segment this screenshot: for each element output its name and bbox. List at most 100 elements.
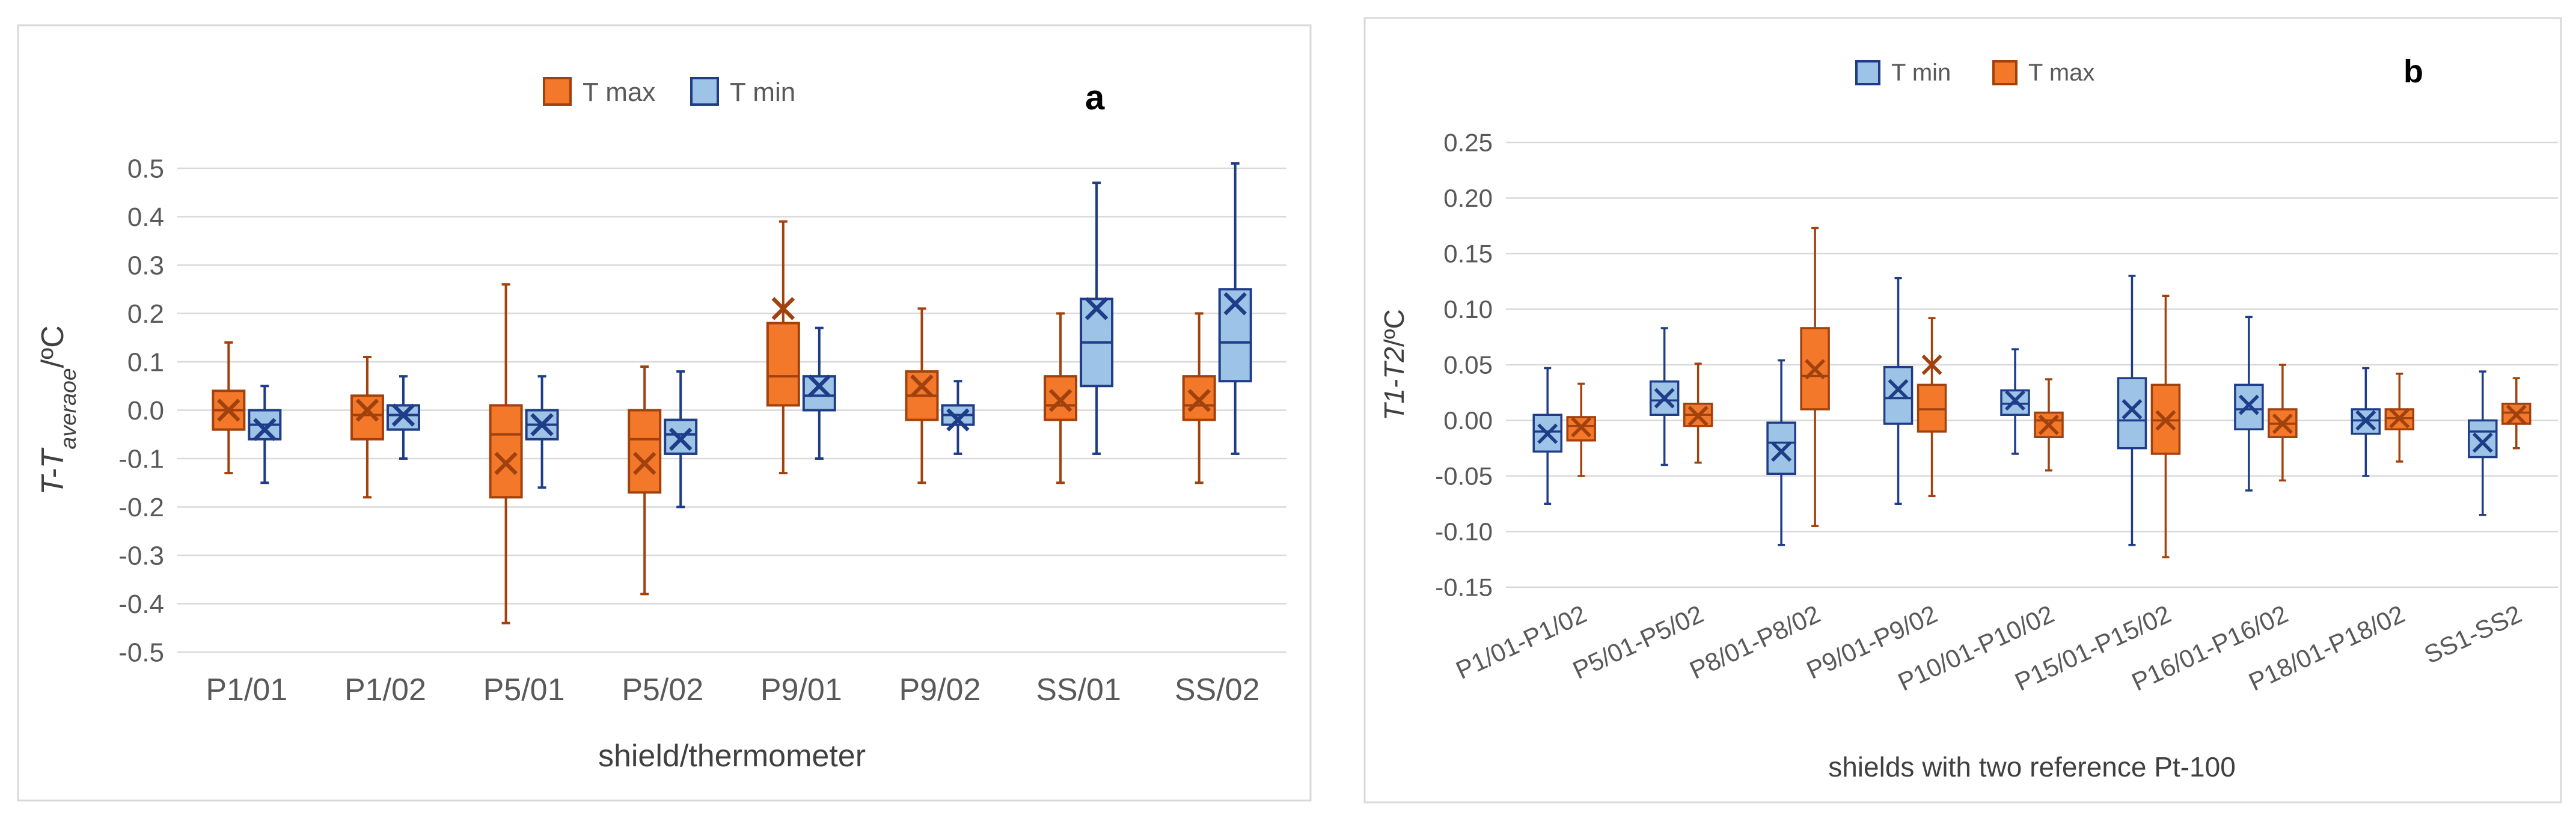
box-body <box>386 404 420 431</box>
y-tick-label: 0.1 <box>127 347 164 377</box>
y-tick-label: 0.2 <box>127 299 164 329</box>
box-t-min <box>1766 359 1796 546</box>
box-body <box>1766 421 1796 475</box>
panel-label: b <box>2403 53 2423 90</box>
mean-marker <box>355 398 379 422</box>
panel-label: a <box>1085 78 1105 117</box>
mean-marker <box>1187 389 1211 412</box>
mean-marker <box>2389 407 2410 429</box>
mean-marker <box>1888 379 1909 400</box>
mean-marker <box>253 418 277 441</box>
y-tick-label: 0.20 <box>1443 184 1493 212</box>
x-tick-label: SS1-SS2 <box>2420 600 2526 670</box>
box-body <box>766 322 800 407</box>
box-t-max <box>1566 382 1596 477</box>
box-body <box>1917 383 1947 433</box>
mean-marker <box>2355 410 2376 431</box>
box-t-min <box>2351 367 2381 477</box>
box-t-min <box>1532 367 1562 505</box>
box-t-min <box>525 375 559 489</box>
mean-marker <box>1085 297 1109 320</box>
box-t-max <box>489 283 523 624</box>
y-tick-label: -0.2 <box>118 493 164 522</box>
mean-marker <box>1771 441 1792 462</box>
legend-label: T min <box>730 78 795 107</box>
x-axis-title: shields with two reference Pt-100 <box>1828 751 2236 783</box>
box-t-min <box>2000 348 2030 455</box>
legend-swatch <box>1855 60 1880 85</box>
box-t-max <box>1182 312 1216 484</box>
mean-marker <box>1537 423 1558 444</box>
mean-marker <box>1571 417 1592 438</box>
y-tick-label: -0.1 <box>118 444 164 474</box>
legend-label: T max <box>2028 60 2094 86</box>
box-t-max <box>766 220 800 475</box>
box-body <box>489 404 523 499</box>
mean-marker <box>2155 410 2176 431</box>
box-plot-b: -0.15 -0.10 -0.05 0.00 0.05 0.10 0.15 0.20 0.25 P… <box>1363 17 2562 804</box>
y-tick-label: -0.4 <box>118 590 164 619</box>
chart-panel-a: -0.5 -0.4 -0.3 -0.2 -0.1 0.0 0.1 0.2 0.3 0.4 0.5 P1… <box>17 24 1312 802</box>
y-tick-label: -0.15 <box>1435 573 1493 602</box>
x-tick-label: P5/01 <box>483 673 565 707</box>
box-body <box>628 409 662 494</box>
mean-marker <box>910 374 934 398</box>
box-t-max <box>2034 378 2064 472</box>
x-tick-label: SS/02 <box>1175 673 1260 707</box>
box-t-min <box>1080 182 1114 455</box>
mean-marker <box>2238 394 2259 415</box>
chart-panel-b: -0.15 -0.10 -0.05 0.00 0.05 0.10 0.15 0.20 0.25 P… <box>1359 0 2576 830</box>
box-body <box>350 394 384 441</box>
x-tick-label: P9/02 <box>899 673 981 707</box>
mean-marker <box>217 398 240 422</box>
x-tick-label: P5/01-P5/02 <box>1568 600 1708 685</box>
box-t-max <box>350 355 384 499</box>
box-t-max <box>2150 294 2181 558</box>
box-t-max <box>212 341 246 475</box>
y-tick-label: 0.05 <box>1443 351 1493 379</box>
box-t-min <box>386 375 420 460</box>
box-t-max <box>2268 364 2298 482</box>
x-tick-label: P9/01 <box>760 673 842 707</box>
legend-swatch <box>543 77 572 106</box>
mean-marker <box>2272 413 2293 435</box>
y-tick-label: -0.3 <box>118 541 164 570</box>
y-tick-label: 0.15 <box>1443 240 1493 268</box>
y-tick-label: -0.05 <box>1435 462 1493 490</box>
box-plot-a: -0.5 -0.4 -0.3 -0.2 -0.1 0.0 0.1 0.2 0.3 0.4 0.5 P1… <box>17 24 1312 802</box>
mean-marker <box>1048 389 1072 412</box>
y-tick-label: 0.3 <box>127 251 164 280</box>
box-t-max <box>1044 312 1078 484</box>
box-t-max <box>1683 362 1713 464</box>
mean-marker <box>807 374 831 398</box>
box-t-min <box>2468 370 2498 516</box>
box-t-max <box>2501 377 2532 450</box>
box-body <box>1800 327 1830 410</box>
mean-marker <box>2506 404 2527 426</box>
legend-label: T max <box>583 78 655 107</box>
y-tick-label: 0.00 <box>1443 406 1493 435</box>
mean-marker <box>2122 399 2143 420</box>
x-axis-title: shield/thermometer <box>598 739 866 774</box>
mean-marker <box>2005 390 2025 411</box>
mean-marker <box>2472 432 2493 453</box>
box-t-min <box>2234 316 2264 492</box>
y-tick-label: 0.25 <box>1443 129 1493 157</box>
y-axis-title: T1-T2/ºC <box>1378 309 1410 421</box>
mean-marker <box>771 297 795 320</box>
x-tick-label: P1/01-P1/02 <box>1452 600 1591 685</box>
x-tick-label: P1/02 <box>344 673 426 707</box>
box-t-min <box>941 380 975 455</box>
mean-marker <box>1654 388 1675 409</box>
mean-marker <box>632 451 656 475</box>
mean-marker <box>1687 406 1709 427</box>
box-body <box>2117 377 2147 450</box>
legend-label: T min <box>1891 60 1951 86</box>
box-t-max <box>1800 227 1830 527</box>
box-t-max <box>2384 373 2415 463</box>
y-tick-label: -0.5 <box>118 638 164 667</box>
mean-marker <box>391 403 415 427</box>
box-t-max <box>905 307 939 484</box>
mean-marker <box>1921 355 1942 375</box>
box-body <box>1883 365 1914 425</box>
